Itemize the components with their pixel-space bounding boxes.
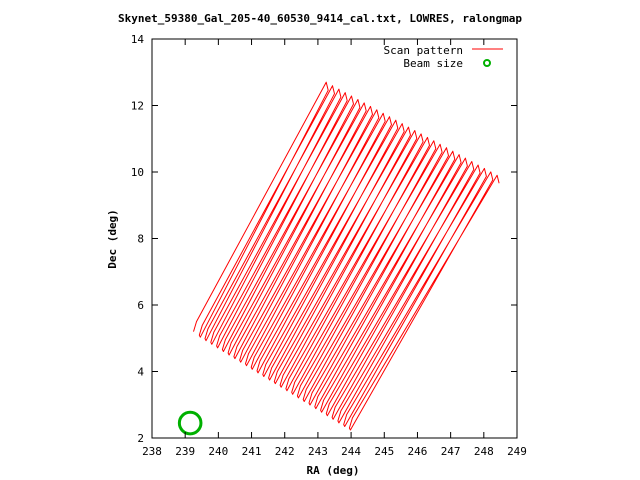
x-tick-label: 240 [208,445,228,458]
y-tick-label: 8 [137,233,144,246]
beam-size-circle [177,410,203,436]
plot-area [151,38,518,439]
x-tick-label: 246 [408,445,428,458]
x-tick-label: 249 [507,445,527,458]
chart-title: Skynet_59380_Gal_205-40_60530_9414_cal.t… [118,12,522,25]
x-tick-label: 242 [275,445,295,458]
x-tick-label: 247 [441,445,461,458]
y-tick-label: 12 [131,100,144,113]
legend-label-beam-size: Beam size [403,57,463,70]
plot-border [151,38,518,439]
x-tick-label: 241 [242,445,262,458]
x-tick-label: 248 [474,445,494,458]
y-tick-label: 6 [137,299,144,312]
x-tick-label: 238 [142,445,162,458]
y-tick-label: 10 [131,166,144,179]
x-axis-label: RA (deg) [307,464,360,477]
y-tick-label: 14 [131,33,145,46]
beam-size-series [177,410,203,436]
legend: Scan pattern Beam size [384,44,503,70]
legend-label-scan-pattern: Scan pattern [384,44,463,57]
scan-pattern-series [193,81,500,431]
legend-swatch-beam-size [483,59,491,67]
x-tick-label: 245 [374,445,394,458]
x-tick-label: 239 [175,445,195,458]
scan-pattern-line [193,81,500,431]
y-tick-label: 2 [137,432,144,445]
x-tick-label: 244 [341,445,361,458]
y-tick-label: 4 [137,366,144,379]
y-axis-label: Dec (deg) [106,209,119,269]
x-tick-label: 243 [308,445,328,458]
axes: 238 239 240 241 242 243 244 245 246 247 248 2492468… [131,33,527,458]
